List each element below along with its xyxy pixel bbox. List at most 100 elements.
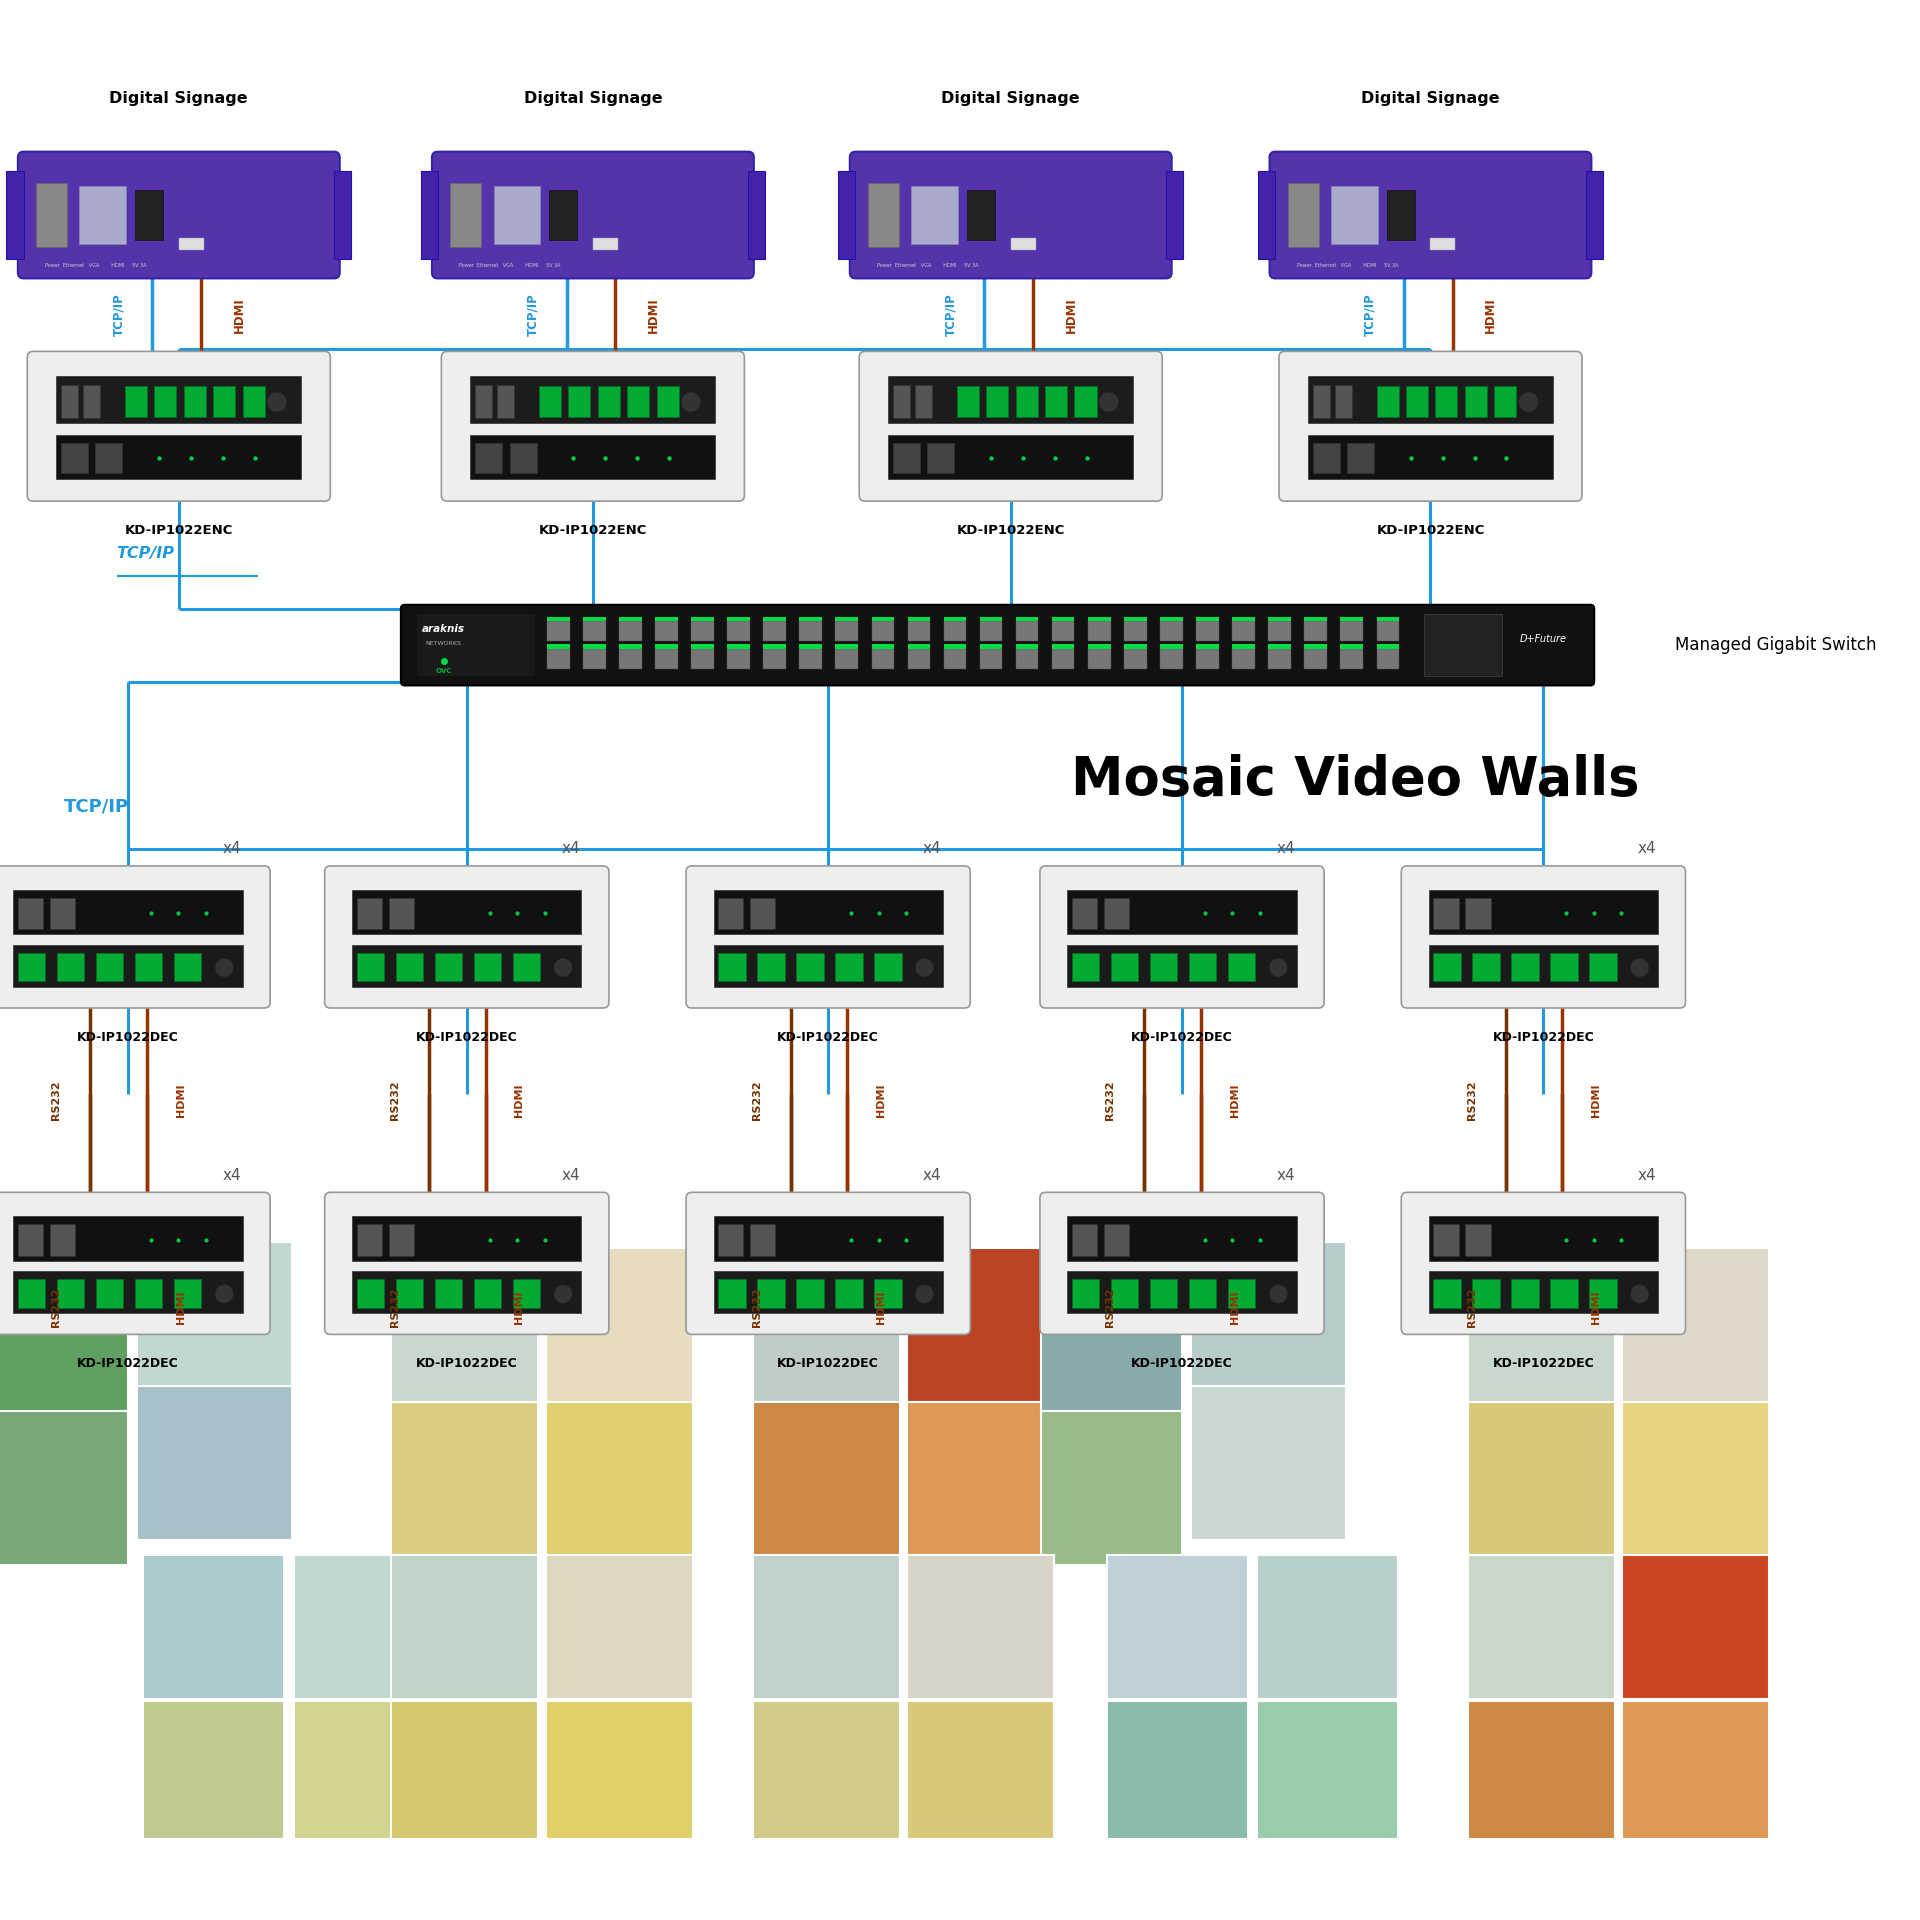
Circle shape: [1269, 1284, 1288, 1304]
Text: Digital Signage: Digital Signage: [109, 90, 248, 106]
Text: KD-IP1022ENC: KD-IP1022ENC: [956, 524, 1066, 538]
Bar: [872, 620, 895, 641]
FancyBboxPatch shape: [324, 866, 609, 1008]
Bar: [1123, 649, 1146, 670]
Bar: [540, 386, 561, 417]
Bar: [979, 620, 1002, 641]
Bar: [655, 649, 678, 670]
Bar: [474, 952, 501, 981]
Bar: [1233, 616, 1256, 620]
Bar: [691, 649, 714, 670]
Bar: [417, 614, 536, 676]
Text: KD-IP1022DEC: KD-IP1022DEC: [77, 1357, 179, 1371]
Bar: [718, 952, 745, 981]
Bar: [753, 1402, 900, 1555]
Text: Digital Signage: Digital Signage: [941, 90, 1081, 106]
Text: Mosaic Video Walls: Mosaic Video Walls: [1071, 753, 1640, 806]
Bar: [138, 1386, 292, 1540]
Text: x4: x4: [223, 1167, 242, 1183]
Bar: [1377, 645, 1400, 649]
Bar: [1434, 952, 1461, 981]
Bar: [1469, 1402, 1615, 1555]
Bar: [1010, 238, 1035, 250]
Bar: [655, 616, 678, 620]
Bar: [179, 238, 204, 250]
FancyBboxPatch shape: [0, 866, 271, 1008]
Bar: [718, 1225, 743, 1256]
Bar: [1269, 649, 1290, 670]
Bar: [434, 952, 463, 981]
Text: x4: x4: [1277, 841, 1294, 856]
Bar: [1377, 649, 1400, 670]
Text: HDMI: HDMI: [1229, 1290, 1240, 1325]
Circle shape: [916, 1284, 933, 1304]
Text: Managed Gigabit Switch: Managed Gigabit Switch: [1674, 636, 1876, 655]
Text: TCP/IP: TCP/IP: [945, 294, 956, 336]
Text: KD-IP1022ENC: KD-IP1022ENC: [125, 524, 232, 538]
Bar: [357, 899, 382, 929]
Bar: [945, 616, 966, 620]
Bar: [835, 616, 858, 620]
Bar: [749, 171, 766, 259]
Bar: [908, 645, 929, 649]
Text: HDMI: HDMI: [515, 1083, 524, 1117]
Bar: [390, 899, 415, 929]
Bar: [154, 386, 177, 417]
Bar: [1549, 952, 1578, 981]
Bar: [144, 1701, 284, 1839]
Bar: [1016, 645, 1039, 649]
Bar: [945, 645, 966, 649]
Bar: [657, 386, 678, 417]
Bar: [1044, 386, 1068, 417]
Text: HDMI: HDMI: [876, 1083, 885, 1117]
Bar: [728, 649, 751, 670]
Bar: [1123, 645, 1146, 649]
Bar: [1229, 952, 1256, 981]
Text: HDMI: HDMI: [1592, 1290, 1601, 1325]
Bar: [1304, 649, 1327, 670]
Bar: [17, 899, 42, 929]
Bar: [714, 1217, 943, 1261]
Bar: [1590, 1279, 1617, 1308]
Bar: [513, 952, 540, 981]
Bar: [144, 1555, 284, 1699]
Bar: [714, 891, 943, 935]
Bar: [756, 952, 785, 981]
Bar: [987, 386, 1008, 417]
Bar: [753, 1555, 900, 1699]
Text: KD-IP1022DEC: KD-IP1022DEC: [77, 1031, 179, 1044]
Bar: [1269, 616, 1290, 620]
Bar: [134, 190, 163, 240]
Bar: [449, 182, 482, 248]
Text: RS232: RS232: [1467, 1288, 1476, 1327]
Text: x4: x4: [1638, 841, 1657, 856]
Bar: [1436, 386, 1457, 417]
Bar: [1377, 616, 1400, 620]
Bar: [1549, 1279, 1578, 1308]
Bar: [1465, 1225, 1490, 1256]
Bar: [908, 620, 929, 641]
Bar: [1494, 386, 1517, 417]
Circle shape: [1098, 392, 1119, 413]
Bar: [545, 1701, 693, 1839]
Bar: [1386, 190, 1415, 240]
FancyBboxPatch shape: [27, 351, 330, 501]
Text: Power  Ethernet   VGA        HDMI     5V 3A: Power Ethernet VGA HDMI 5V 3A: [459, 263, 561, 269]
Bar: [58, 952, 84, 981]
Bar: [756, 1279, 785, 1308]
Bar: [1428, 891, 1659, 935]
Bar: [1233, 649, 1256, 670]
Bar: [751, 1225, 776, 1256]
Bar: [1430, 238, 1455, 250]
Bar: [945, 620, 966, 641]
Text: TCP/IP: TCP/IP: [117, 545, 175, 561]
Bar: [1233, 620, 1256, 641]
Bar: [568, 386, 591, 417]
Bar: [835, 620, 858, 641]
Bar: [61, 384, 79, 419]
Text: NETWORKS: NETWORKS: [426, 641, 461, 647]
Bar: [1622, 1402, 1768, 1555]
Bar: [79, 186, 127, 244]
Circle shape: [1630, 958, 1649, 977]
Text: Digital Signage: Digital Signage: [524, 90, 662, 106]
